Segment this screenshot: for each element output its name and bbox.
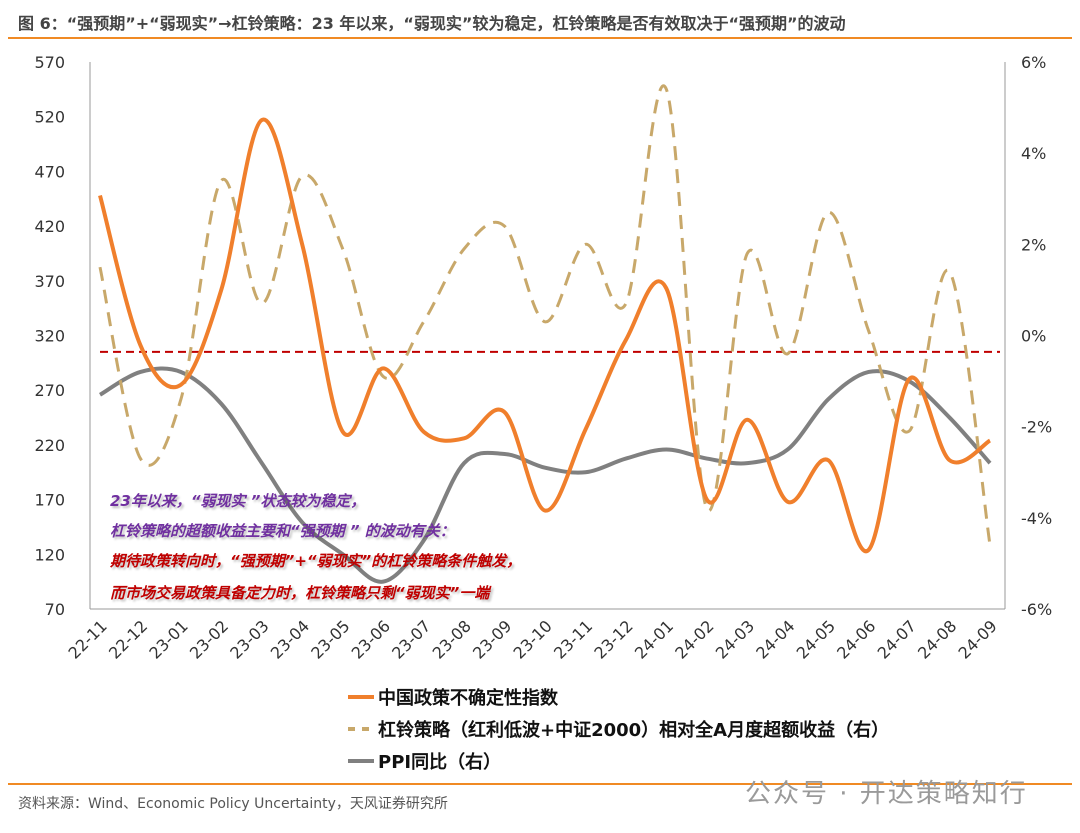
x-tick-label: 23-01	[145, 616, 191, 662]
series-line-1	[98, 84, 992, 546]
footer-divider	[8, 783, 1072, 785]
source-note: 资料来源：Wind、Economic Policy Uncertainty，天风…	[18, 796, 448, 812]
chart-area: 70 120 170 220 270 320 370 420 470 520 570 -6% -4% -2…	[34, 53, 1052, 773]
x-tick-label: 23-12	[590, 616, 636, 662]
x-tick-label: 24-05	[793, 616, 839, 662]
series-line-0	[98, 117, 992, 554]
x-tick-label: 24-02	[671, 616, 717, 662]
x-tick-label: 23-04	[267, 616, 313, 662]
left-tick-label: 270	[34, 381, 65, 400]
right-tick-label: 6%	[1021, 53, 1046, 72]
left-tick-label: 420	[34, 217, 65, 236]
right-tick-label: 4%	[1021, 144, 1046, 163]
figure-title: 图 6：“强预期”+“弱现实”→杠铃策略：23 年以来，“弱现实”较为稳定，杠铃…	[18, 14, 846, 33]
right-tick-label: -4%	[1021, 509, 1052, 528]
left-tick-label: 70	[45, 600, 65, 619]
left-tick-label: 520	[34, 108, 65, 127]
left-tick-label: 220	[34, 436, 65, 455]
right-tick-label: -6%	[1021, 600, 1052, 619]
x-tick-label: 24-03	[712, 616, 758, 662]
x-tick-label: 23-03	[226, 616, 272, 662]
x-tick-label: 24-09	[955, 616, 1001, 662]
left-tick-label: 120	[34, 545, 65, 564]
annotation-line-2: 杠铃策略的超额收益主要和“强预期 ” 的波动有关：	[110, 522, 455, 540]
x-tick-label: 23-08	[429, 616, 475, 662]
x-tick-label: 23-11	[550, 616, 596, 662]
title-divider	[8, 37, 1072, 39]
annotation-line-4: 而市场交易政策具备定力时，杠铃策略只剩“弱现实”一端	[110, 584, 490, 602]
annotation-line-3: 期待政策转向时，“强预期”+“弱现实”的杠铃策略条件触发，	[110, 552, 522, 570]
x-tick-label: 22-12	[105, 616, 151, 662]
x-tick-label: 23-05	[307, 616, 353, 662]
x-tick-label: 24-06	[833, 616, 879, 662]
annotation-line-1: 23年以来，“弱现实 ”状态较为稳定，	[110, 492, 366, 510]
left-tick-label: 170	[34, 491, 65, 510]
right-tick-label: 2%	[1021, 235, 1046, 254]
x-tick-label: 24-04	[752, 616, 798, 662]
x-tick-label: 23-02	[186, 616, 232, 662]
x-tick-label: 23-07	[388, 616, 434, 662]
left-tick-label: 570	[34, 53, 65, 72]
left-tick-label: 370	[34, 272, 65, 291]
x-tick-label: 23-06	[348, 616, 394, 662]
legend-label-1: 杠铃策略（红利低波+中证2000）相对全A月度超额收益（右）	[378, 719, 889, 741]
left-tick-label: 470	[34, 162, 65, 181]
legend-label-0: 中国政策不确定性指数	[378, 687, 559, 709]
x-tick-label: 24-07	[874, 616, 920, 662]
right-tick-label: -2%	[1021, 418, 1052, 437]
legend-label-2: PPI同比（右）	[378, 751, 501, 773]
right-tick-label: 0%	[1021, 327, 1046, 346]
x-tick-label: 24-01	[631, 616, 677, 662]
x-tick-label: 24-08	[914, 616, 960, 662]
series-line-2	[98, 366, 992, 584]
x-tick-label: 23-10	[510, 616, 556, 662]
left-tick-label: 320	[34, 327, 65, 346]
x-tick-label: 22-11	[65, 616, 111, 662]
x-tick-label: 23-09	[469, 616, 515, 662]
watermark: 公众号 · 开达策略知行	[745, 779, 1028, 809]
